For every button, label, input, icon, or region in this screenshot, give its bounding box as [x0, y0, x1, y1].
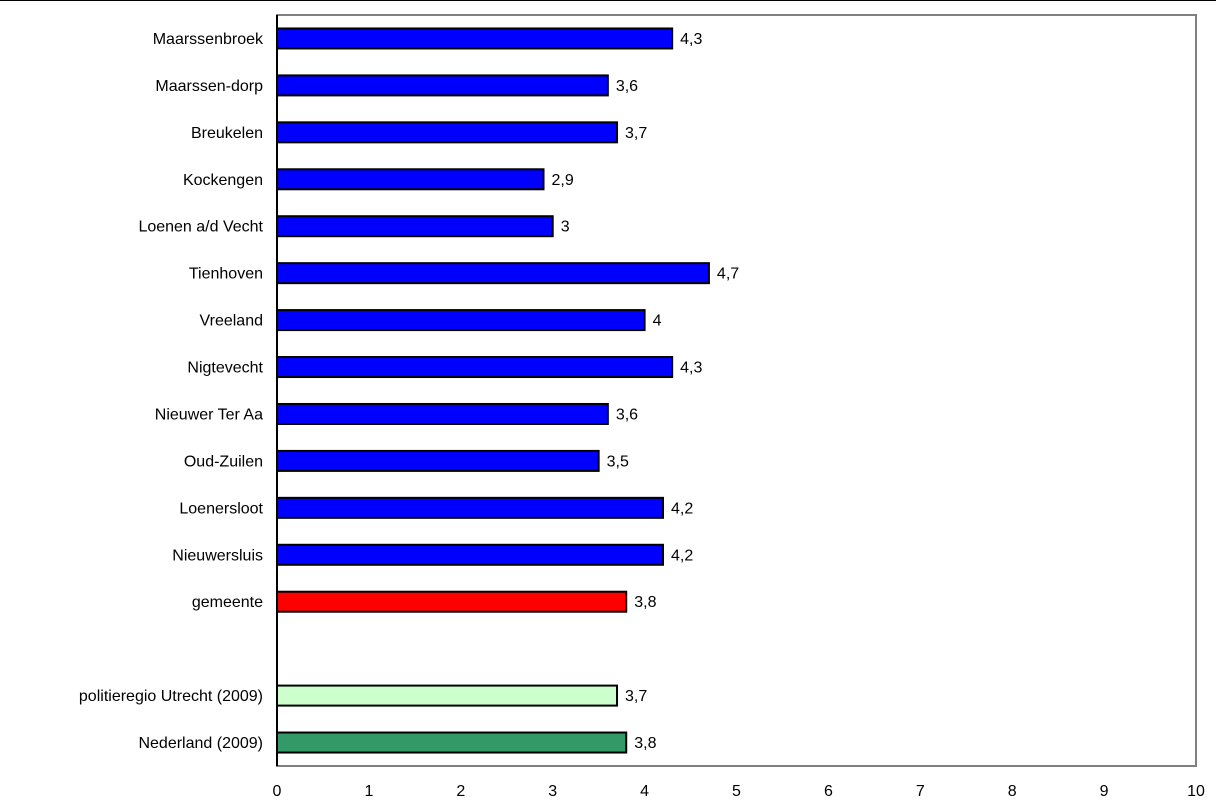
- bar: [276, 309, 646, 332]
- bar: [276, 27, 674, 50]
- x-tick-label: 8: [1008, 783, 1017, 800]
- category-label: Maarssen-dorp: [155, 78, 263, 95]
- bar: [276, 543, 664, 566]
- data-label: 3,8: [634, 735, 656, 752]
- data-labels-group: 4,3 3,6 3,7 2,9 3 4,7 4 4,3 3,6 3,5 4,2 4,2 3,8 3,7 3,…: [552, 31, 740, 752]
- data-label: 4,2: [671, 547, 693, 564]
- category-label: politieregio Utrecht (2009): [79, 688, 263, 705]
- category-label: Maarssenbroek: [153, 31, 264, 48]
- data-label: 2,9: [552, 172, 574, 189]
- category-label: Vreeland: [200, 313, 263, 330]
- data-label: 3,8: [634, 594, 656, 611]
- data-label: 4: [653, 313, 662, 330]
- category-label: Breukelen: [191, 125, 263, 142]
- category-label: Tienhoven: [189, 266, 263, 283]
- data-label: 3: [561, 219, 570, 236]
- x-tick-label: 2: [456, 783, 465, 800]
- category-label: Nederland (2009): [138, 735, 263, 752]
- bar: [276, 356, 674, 379]
- category-label: gemeente: [192, 594, 263, 611]
- data-label: 4,2: [671, 500, 693, 517]
- bar: [276, 121, 619, 144]
- bar: [276, 684, 619, 707]
- x-tick-label: 1: [364, 783, 373, 800]
- category-label: Loenen a/d Vecht: [138, 219, 263, 236]
- x-tick-label: 4: [640, 783, 649, 800]
- category-label: Loenersloot: [179, 500, 263, 517]
- data-label: 3,6: [616, 78, 638, 95]
- data-label: 3,6: [616, 406, 638, 423]
- x-axis-ticks-group: 0 1 2 3 4 5 6 7 8 9 10: [273, 783, 1205, 800]
- x-tick-label: 7: [916, 783, 925, 800]
- data-label: 3,7: [625, 688, 647, 705]
- x-tick-label: 3: [548, 783, 557, 800]
- x-tick-label: 9: [1100, 783, 1109, 800]
- bar: [276, 74, 609, 97]
- bar: [276, 496, 664, 519]
- category-labels-group: Maarssenbroek Maarssen-dorp Breukelen Kocke…: [79, 31, 264, 752]
- x-tick-label: 6: [824, 783, 833, 800]
- x-tick-label: 5: [732, 783, 741, 800]
- category-label: Nigtevecht: [187, 360, 263, 377]
- bar: [276, 168, 545, 191]
- category-label: Nieuwersluis: [172, 547, 263, 564]
- data-label: 4,3: [680, 31, 702, 48]
- bar: [276, 215, 554, 238]
- bars-group: [276, 27, 710, 754]
- data-label: 4,3: [680, 360, 702, 377]
- bar: [276, 262, 710, 285]
- bar: [276, 402, 609, 425]
- data-label: 3,5: [607, 453, 629, 470]
- bar: [276, 590, 628, 613]
- x-tick-label: 0: [273, 783, 282, 800]
- category-label: Oud-Zuilen: [184, 453, 263, 470]
- bar: [276, 731, 628, 754]
- category-label: Nieuwer Ter Aa: [155, 406, 263, 423]
- x-tick-label: 10: [1187, 783, 1205, 800]
- data-label: 3,7: [625, 125, 647, 142]
- data-label: 4,7: [717, 266, 739, 283]
- bar: [276, 449, 600, 472]
- category-label: Kockengen: [183, 172, 263, 189]
